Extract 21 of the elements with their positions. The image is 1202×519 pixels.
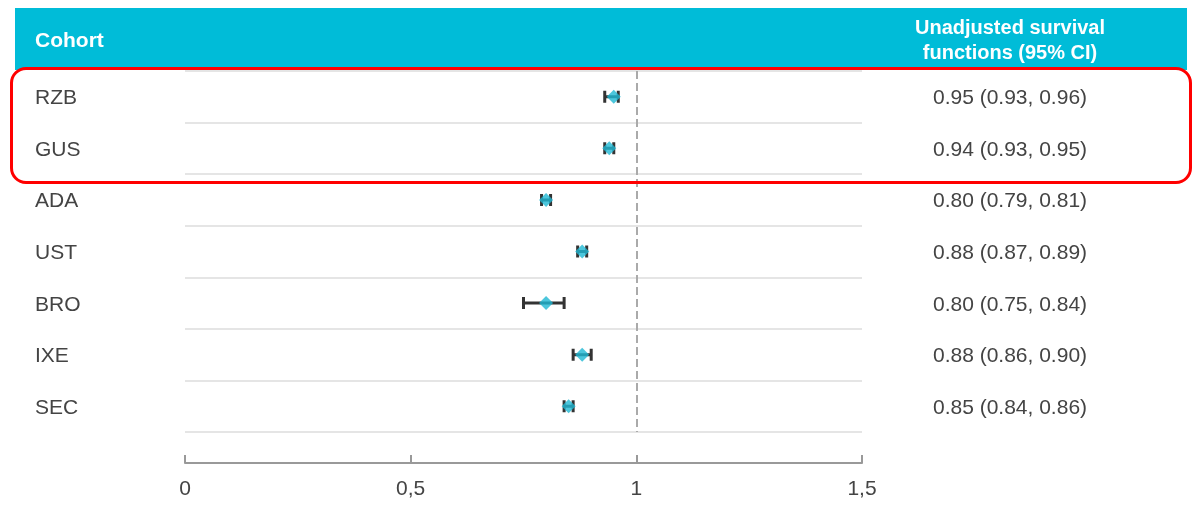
y-tick-label: SEC	[35, 394, 79, 418]
data-label: 0.95 (0.93, 0.96)	[932, 85, 1088, 109]
data-label: 0.88 (0.87, 0.89)	[932, 240, 1088, 263]
data-label: 0.88 (0.86, 0.90)	[932, 343, 1088, 367]
x-tick-label: 0,5	[396, 476, 426, 499]
x-tick-label: 0	[179, 476, 191, 499]
x-tick-label: 1	[630, 476, 643, 499]
data-label: 0.80 (0.75, 0.84)	[932, 291, 1088, 315]
y-tick-label: IXE	[35, 343, 69, 367]
data-label: 0.80 (0.79, 0.81)	[932, 188, 1088, 212]
y-tick-label: ADA	[35, 188, 79, 212]
data-label: 0.85 (0.84, 0.86)	[932, 394, 1088, 418]
data-label: 0.94 (0.93, 0.95)	[932, 136, 1088, 160]
y-tick-label: BRO	[35, 291, 81, 315]
y-tick-label: GUS	[35, 136, 81, 160]
point	[539, 296, 554, 311]
y-tick-label: RZB	[35, 85, 77, 109]
x-tick-label: 1,5	[847, 476, 877, 499]
text: Unadjusted survival functions (95% CI)	[914, 15, 1106, 63]
y-axis-title: Cohort	[35, 27, 104, 51]
y-tick-label: UST	[35, 240, 78, 263]
